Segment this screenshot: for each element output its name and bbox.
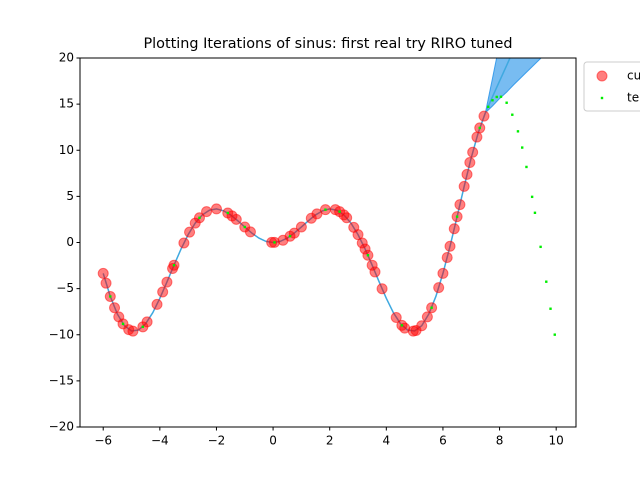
data-point xyxy=(341,212,353,224)
data-point xyxy=(521,146,524,149)
data-point xyxy=(455,215,459,218)
data-point xyxy=(444,240,456,252)
data-point xyxy=(467,146,479,158)
data-point xyxy=(433,282,445,294)
data-point xyxy=(400,324,404,327)
data-point xyxy=(172,263,176,267)
data-point xyxy=(454,199,466,211)
y-tick-label: −10 xyxy=(49,327,74,341)
data-point xyxy=(499,95,503,98)
data-point xyxy=(416,320,428,332)
uncertainty-band xyxy=(477,58,542,133)
data-point xyxy=(151,298,163,310)
data-point xyxy=(100,277,112,289)
data-point xyxy=(226,211,229,215)
data-point xyxy=(324,208,327,211)
legend-label: cu xyxy=(627,69,640,83)
x-tick-label: 0 xyxy=(269,434,277,448)
plot-area xyxy=(97,58,556,337)
data-point xyxy=(127,325,139,337)
y-tick-label: −5 xyxy=(56,281,74,295)
data-point xyxy=(421,311,433,323)
data-point xyxy=(121,322,125,326)
y-tick-label: 10 xyxy=(59,143,74,157)
data-point xyxy=(437,267,449,279)
data-point xyxy=(478,110,490,122)
data-point xyxy=(458,180,470,192)
y-tick-label: −15 xyxy=(49,373,74,387)
data-point xyxy=(390,311,402,323)
data-point xyxy=(376,283,388,295)
data-point xyxy=(230,213,242,225)
axes-frame xyxy=(79,57,577,428)
data-point xyxy=(338,210,341,213)
data-point xyxy=(464,157,476,169)
data-point xyxy=(448,223,460,235)
x-tick-label: 6 xyxy=(439,434,447,448)
data-point xyxy=(109,295,112,298)
data-point xyxy=(141,316,153,328)
data-point xyxy=(366,254,370,257)
data-point xyxy=(545,280,548,283)
data-point xyxy=(495,95,498,99)
y-tick-label: 20 xyxy=(59,51,74,65)
x-tick-label: 8 xyxy=(496,434,504,448)
x-tick-label: −6 xyxy=(94,434,112,448)
y-tick-label: 0 xyxy=(66,235,74,249)
data-point xyxy=(198,216,201,219)
data-point xyxy=(157,286,169,298)
x-tick-label: −4 xyxy=(151,434,169,448)
data-point xyxy=(441,252,453,264)
data-point xyxy=(491,99,494,102)
data-point xyxy=(461,168,473,180)
x-tick-label: −2 xyxy=(208,434,226,448)
data-point xyxy=(243,225,246,229)
data-point xyxy=(478,126,481,130)
data-point xyxy=(369,266,381,278)
data-point xyxy=(553,333,556,336)
x-tick-label: 4 xyxy=(382,434,390,448)
y-tick-label: −20 xyxy=(49,420,74,434)
x-tick-label: 2 xyxy=(326,434,334,448)
data-point xyxy=(244,226,256,238)
data-point xyxy=(533,211,537,214)
data-point xyxy=(487,105,490,109)
data-point xyxy=(178,237,190,249)
y-tick-label: 5 xyxy=(66,189,74,203)
y-tick-label: 15 xyxy=(59,97,74,111)
data-point xyxy=(525,165,528,169)
data-point xyxy=(201,206,213,218)
data-point xyxy=(516,130,520,133)
data-point xyxy=(539,245,542,249)
data-point xyxy=(161,276,173,288)
data-point xyxy=(288,235,292,238)
legend-swatch xyxy=(600,96,604,100)
chart-title: Plotting Iterations of sinus: first real… xyxy=(143,36,512,52)
data-point xyxy=(505,101,508,104)
data-point xyxy=(97,267,109,279)
data-point xyxy=(471,131,483,143)
data-point xyxy=(430,306,433,309)
data-point xyxy=(210,203,222,215)
legend-swatch xyxy=(596,70,608,82)
data-point xyxy=(141,325,145,329)
data-point xyxy=(288,227,300,239)
data-point xyxy=(530,195,534,199)
data-point xyxy=(295,221,307,233)
data-point xyxy=(511,113,514,116)
data-point xyxy=(109,302,121,314)
data-point xyxy=(184,226,196,238)
data-point xyxy=(549,307,552,310)
data-point xyxy=(273,241,276,244)
x-tick-label: 10 xyxy=(549,434,564,448)
legend-label: te xyxy=(627,91,639,105)
legend: cu te xyxy=(583,61,640,112)
